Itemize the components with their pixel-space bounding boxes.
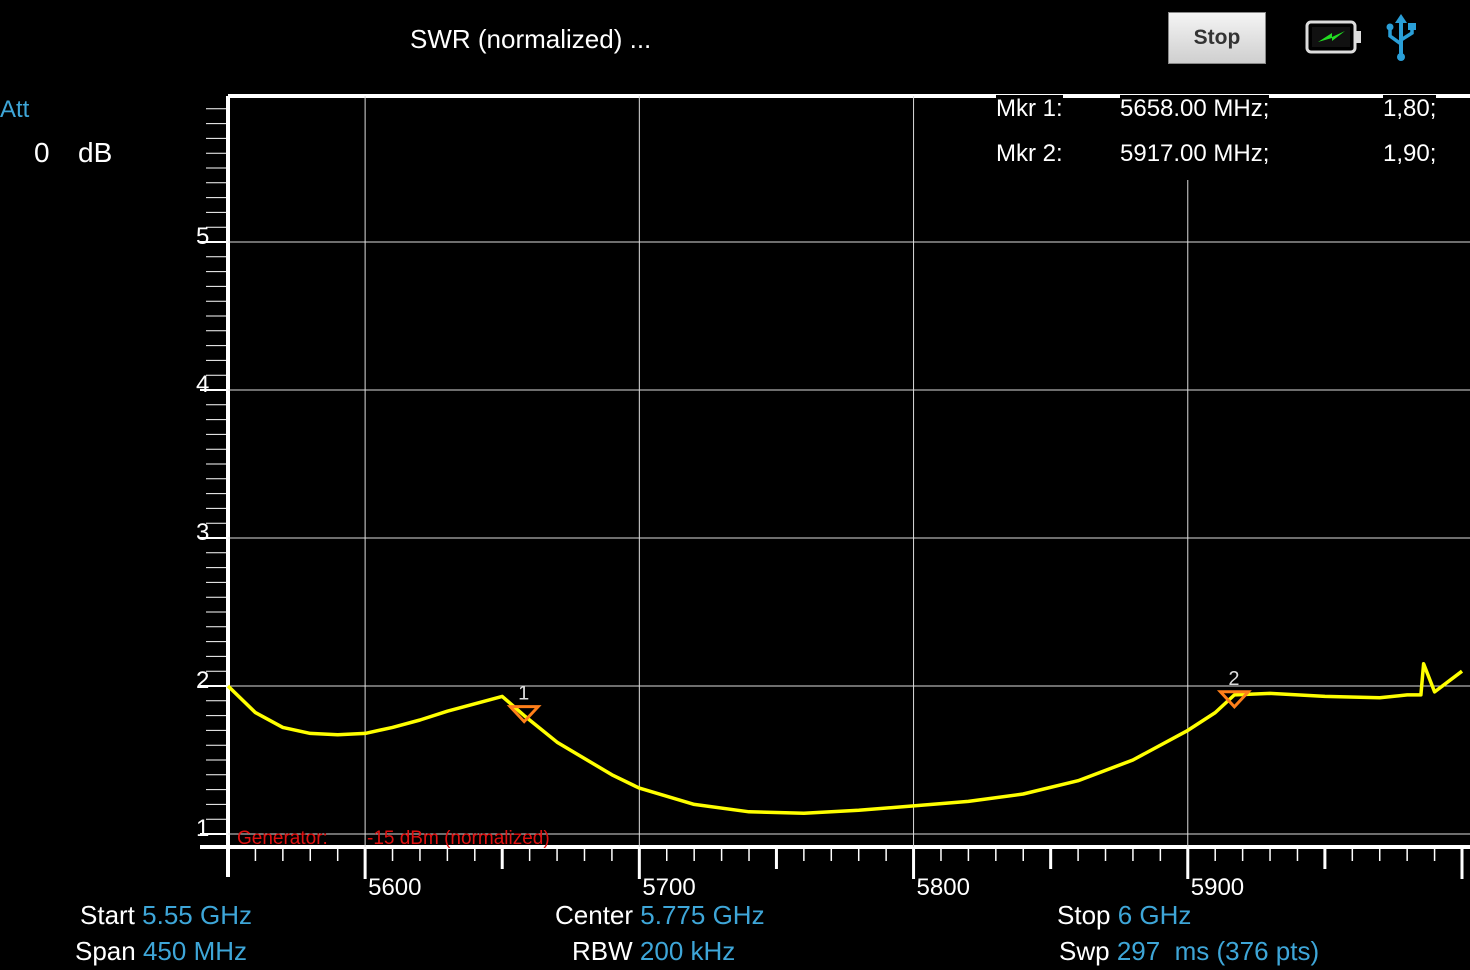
- marker-2-tag: 2: [1228, 668, 1239, 690]
- start-label: Start: [80, 900, 135, 930]
- generator-value: -15 dBm (normalized): [367, 828, 550, 849]
- marker-2-label: Mkr 2:: [996, 140, 1063, 168]
- span-setting[interactable]: Span 450 MHz: [75, 936, 247, 967]
- center-label: Center: [555, 900, 634, 930]
- center-setting[interactable]: Center 5.775 GHz: [555, 900, 765, 931]
- start-value: 5.55 GHz: [142, 900, 252, 930]
- rbw-setting[interactable]: RBW 200 kHz: [572, 936, 735, 967]
- rbw-label: RBW: [572, 936, 633, 966]
- marker-2-frequency: 5917.00 MHz;: [1120, 140, 1270, 168]
- y-tick-label: 5: [196, 223, 209, 250]
- start-setting[interactable]: Start 5.55 GHz: [80, 900, 252, 931]
- span-value: 450 MHz: [142, 936, 248, 966]
- y-tick-label: 1: [196, 815, 209, 842]
- marker-1-label: Mkr 1:: [996, 95, 1063, 123]
- screen-title: SWR (normalized) ...: [410, 24, 652, 54]
- attenuation-unit: dB: [78, 137, 113, 168]
- generator-label: Generator:: [237, 828, 328, 849]
- marker-1-frequency: 5658.00 MHz;: [1120, 95, 1270, 123]
- usb-icon: [1386, 14, 1416, 61]
- x-tick-label: 5700: [642, 874, 695, 901]
- rbw-value: 200 kHz: [639, 936, 736, 966]
- sweep-setting[interactable]: Swp 297 ms (376 pts): [1059, 936, 1319, 967]
- marker-1-tag: 1: [518, 683, 529, 705]
- stop-setting[interactable]: Stop 6 GHz: [1057, 900, 1191, 931]
- marker-1-triangle: [506, 705, 542, 724]
- swr-trace: [226, 662, 1464, 816]
- x-tick-label: 5900: [1191, 874, 1244, 901]
- sweep-label: Swp: [1059, 936, 1110, 966]
- stop-button[interactable]: Stop: [1168, 12, 1266, 64]
- attenuation-label: Att: [0, 96, 30, 123]
- stop-label: Stop: [1057, 900, 1111, 930]
- attenuation-value: 0: [34, 137, 50, 168]
- marker-2-value: 1,90;: [1383, 140, 1437, 168]
- y-tick-label: 2: [196, 667, 209, 694]
- x-tick-label: 5800: [917, 874, 970, 901]
- x-tick-label: 5600: [368, 874, 421, 901]
- marker-2-triangle: [1216, 690, 1252, 709]
- battery-charging-icon: [1305, 20, 1361, 54]
- y-tick-label: 4: [196, 371, 209, 398]
- sweep-value: 297 ms (376 pts): [1116, 936, 1320, 966]
- center-value: 5.775 GHz: [640, 900, 765, 930]
- span-label: Span: [75, 936, 136, 966]
- y-tick-label: 3: [196, 519, 209, 546]
- marker-1-value: 1,80;: [1383, 95, 1437, 123]
- stop-value: 6 GHz: [1117, 900, 1192, 930]
